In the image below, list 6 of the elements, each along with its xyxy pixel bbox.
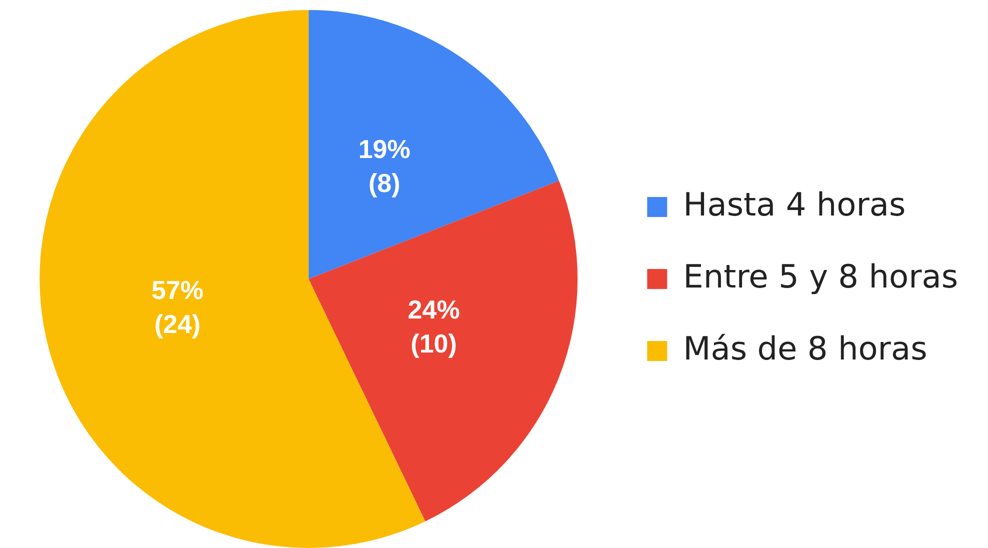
legend-label: Hasta 4 horas	[683, 185, 906, 224]
legend-label: Entre 5 y 8 horas	[683, 257, 958, 296]
data-label: 19% (8)	[358, 134, 410, 198]
data-label: 57% (24)	[151, 275, 204, 340]
data-label: 24% (10)	[408, 294, 460, 358]
legend-label: Más de 8 horas	[683, 329, 928, 368]
